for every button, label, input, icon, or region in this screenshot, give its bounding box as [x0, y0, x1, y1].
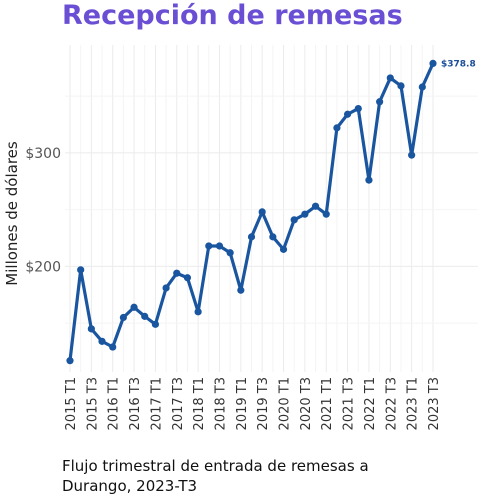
data-point: [215, 242, 224, 250]
data-point: [130, 303, 138, 311]
x-tick-label: 2015 T3: [85, 377, 100, 430]
data-point: [98, 337, 106, 345]
data-point: [269, 233, 277, 241]
x-tick-label: 2018 T1: [192, 377, 207, 430]
data-point: [408, 151, 416, 159]
x-tick-label: 2019 T1: [235, 377, 250, 430]
data-point: [258, 208, 266, 216]
x-tick-label: 2016 T3: [128, 377, 143, 430]
data-point: [151, 320, 160, 328]
data-point: [397, 82, 405, 90]
data-point: [247, 233, 256, 241]
data-point: [183, 274, 192, 282]
caption-line-1: Flujo trimestral de entrada de remesas a: [62, 457, 369, 475]
data-point: [109, 343, 117, 351]
chart-title: Recepción de remesas: [62, 0, 403, 31]
x-tick-label: 2022 T1: [363, 377, 378, 430]
x-tick-label: 2015 T1: [64, 377, 79, 430]
x-tick-label: 2021 T1: [320, 377, 335, 430]
data-point: [322, 210, 330, 218]
data-point: [237, 286, 245, 294]
data-point: [311, 202, 320, 210]
data-point: [226, 249, 234, 257]
data-point: [279, 245, 288, 253]
x-tick-label: 2018 T3: [213, 377, 228, 430]
data-point: [119, 313, 127, 322]
data-point: [343, 110, 352, 118]
data-point: [365, 176, 373, 184]
x-tick-label: 2019 T3: [256, 377, 271, 430]
data-point: [418, 83, 426, 91]
data-point: [77, 266, 85, 274]
data-point: [333, 124, 341, 132]
y-tick-label: $300: [25, 146, 61, 162]
data-label: $378.8: [441, 59, 476, 69]
data-point: [429, 59, 437, 67]
x-tick-label: 2020 T1: [278, 377, 293, 430]
data-point: [66, 357, 74, 365]
data-point: [162, 284, 170, 292]
data-point: [386, 74, 394, 82]
y-axis-label: Millones de dólares: [3, 141, 21, 286]
x-tick-label: 2016 T1: [107, 377, 122, 430]
data-point: [173, 269, 181, 277]
data-point: [205, 242, 213, 250]
y-tick-label: $200: [25, 259, 61, 275]
x-tick-label: 2017 T1: [149, 377, 164, 430]
data-point: [354, 104, 362, 113]
caption-line-2: Durango, 2023-T3: [62, 477, 198, 495]
data-point: [141, 312, 149, 320]
data-point: [376, 98, 384, 106]
x-tick-label: 2023 T1: [406, 377, 421, 430]
data-point: [194, 308, 202, 316]
x-tick-label: 2022 T3: [384, 377, 399, 430]
data-point: [290, 216, 298, 224]
chart-caption: Flujo trimestral de entrada de remesas a…: [62, 456, 462, 496]
data-point: [301, 210, 309, 218]
x-tick-label: 2020 T3: [299, 377, 314, 430]
x-tick-label: 2021 T3: [342, 377, 357, 430]
data-point: [87, 325, 95, 333]
x-tick-label: 2017 T3: [171, 377, 186, 430]
x-tick-label: 2023 T3: [427, 377, 442, 430]
